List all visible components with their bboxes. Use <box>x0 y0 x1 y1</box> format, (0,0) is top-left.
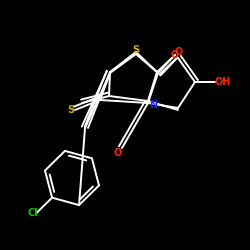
Text: S: S <box>68 105 74 115</box>
Text: S: S <box>132 45 140 55</box>
Text: O: O <box>114 148 122 158</box>
Text: OH: OH <box>215 77 231 87</box>
Text: Cl: Cl <box>27 208 38 218</box>
Text: O: O <box>175 47 183 57</box>
Text: O: O <box>171 50 179 60</box>
Text: N: N <box>149 100 157 110</box>
